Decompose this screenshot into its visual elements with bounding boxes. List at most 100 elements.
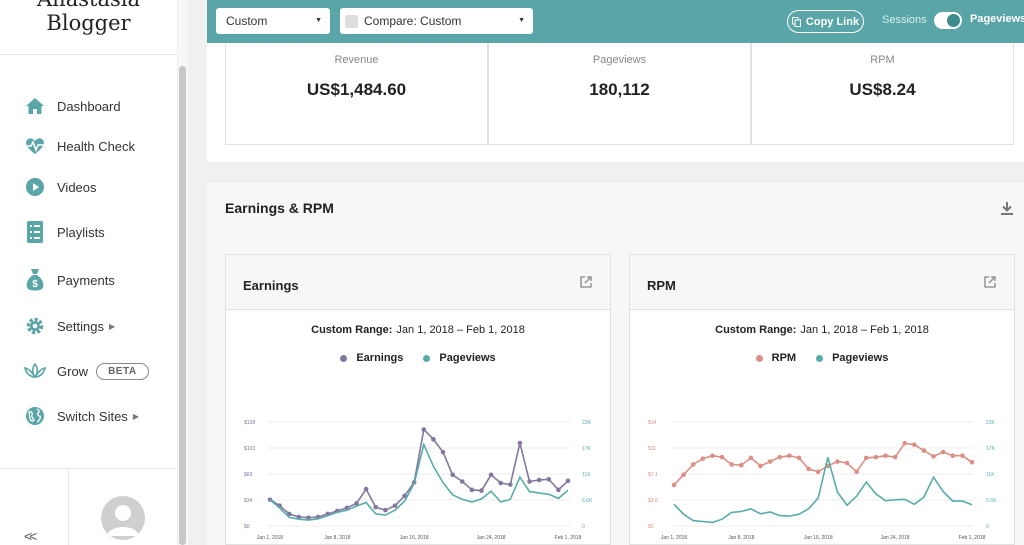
y-axis-right-tick: 0 <box>582 524 585 530</box>
y-axis-left-tick: $11 <box>648 446 656 452</box>
checklist-icon <box>24 221 46 243</box>
legend-label: Earnings <box>356 352 404 364</box>
date-range-caption: Custom Range: Jan 1, 2018 – Feb 1, 2018 <box>226 324 610 336</box>
y-axis-right-tick: 11K <box>582 472 591 478</box>
range-label: Custom Range: <box>715 324 797 336</box>
stat-rpm: RPM US$8.24 <box>751 43 1014 145</box>
data-point <box>363 486 369 492</box>
sidebar-footer-divider <box>68 468 69 545</box>
data-point <box>969 459 975 465</box>
copy-link-button[interactable]: Copy Link <box>787 10 864 33</box>
data-point <box>479 488 484 493</box>
stat-value: US$8.24 <box>849 80 916 99</box>
gear-icon <box>24 315 46 337</box>
sidebar-item-health-check[interactable]: Health Check <box>24 132 135 160</box>
stat-label: Revenue <box>334 54 379 66</box>
sidebar-item-settings[interactable]: Settings ▶ <box>24 312 115 340</box>
legend-item-rpm[interactable]: RPM <box>755 352 797 364</box>
sidebar-item-label: Dashboard <box>57 98 121 114</box>
data-point <box>508 482 513 487</box>
sidebar-item-videos[interactable]: Videos <box>24 173 97 201</box>
sidebar-scrollbar-thumb[interactable] <box>179 66 186 545</box>
data-point <box>527 479 532 484</box>
date-range-caption: Custom Range: Jan 1, 2018 – Feb 1, 2018 <box>630 324 1014 336</box>
data-point <box>286 511 292 517</box>
data-point <box>556 487 561 493</box>
sidebar-item-label: Health Check <box>57 138 136 154</box>
legend-item-earnings[interactable]: Earnings <box>340 352 403 364</box>
data-point <box>902 440 908 446</box>
legend-label: Pageviews <box>832 352 889 364</box>
y-axis-right-tick: 17K <box>986 446 996 452</box>
sidebar-item-label: Settings <box>57 318 104 334</box>
data-point <box>517 440 523 446</box>
y-axis-left-tick: $0 <box>244 524 250 530</box>
open-external-icon[interactable] <box>984 275 996 293</box>
data-point <box>306 515 311 521</box>
pageviews-label: Pageviews <box>970 13 1024 25</box>
legend-item-pageviews[interactable]: Pageviews <box>816 352 888 364</box>
legend-dot <box>755 354 763 362</box>
x-axis-tick: Jan 8, 2018 <box>728 535 754 541</box>
sidebar-item-dashboard[interactable]: Dashboard <box>24 92 121 120</box>
data-point <box>383 507 388 513</box>
toggle-knob <box>947 14 960 27</box>
x-axis-tick: Jan 1, 2018 <box>661 535 687 541</box>
sidebar-item-payments[interactable]: $ Payments <box>24 266 115 294</box>
money-bag-icon: $ <box>24 269 46 291</box>
range-value: Jan 1, 2018 – Feb 1, 2018 <box>800 324 929 336</box>
data-point <box>488 472 494 478</box>
chart-legend: RPM Pageviews <box>630 352 1014 364</box>
x-axis-tick: Feb 1, 2018 <box>555 535 582 541</box>
compare-value: Compare: Custom <box>364 14 462 28</box>
open-external-icon[interactable] <box>580 275 592 293</box>
stat-value: 180,112 <box>589 80 650 99</box>
sidebar-item-label: Playlists <box>57 224 105 240</box>
data-point <box>296 514 302 520</box>
x-axis-tick: Jan 24, 2018 <box>881 535 910 541</box>
data-point <box>787 453 792 458</box>
x-axis-tick: Jan 16, 2018 <box>804 535 833 541</box>
card-header: Earnings <box>226 255 610 310</box>
sidebar-item-playlists[interactable]: Playlists <box>24 218 105 246</box>
download-icon[interactable] <box>1000 201 1014 221</box>
data-point <box>767 459 773 464</box>
data-point <box>690 462 696 467</box>
sidebar-item-label: Payments <box>57 272 115 288</box>
y-axis-left-tick: $0 <box>648 524 654 530</box>
caret-right-icon: ▶ <box>108 321 116 331</box>
date-range-select[interactable]: Custom ▼ <box>216 8 330 34</box>
x-axis-tick: Jan 24, 2018 <box>477 535 506 541</box>
sidebar-item-switch-sites[interactable]: Switch Sites ▶ <box>24 402 139 430</box>
data-point <box>681 472 686 478</box>
data-point <box>671 482 677 488</box>
x-axis-tick: Jan 16, 2018 <box>400 535 429 541</box>
sidebar-footer <box>0 468 177 545</box>
legend-dot <box>340 354 348 362</box>
y-axis-left-tick: $69 <box>244 472 253 478</box>
legend-item-pageviews[interactable]: Pageviews <box>423 352 496 364</box>
sessions-pageviews-toggle[interactable] <box>934 12 962 29</box>
collapse-sidebar-button[interactable]: << <box>24 528 37 544</box>
range-value: Jan 1, 2018 – Feb 1, 2018 <box>396 324 525 336</box>
data-point <box>796 455 802 461</box>
legend-label: RPM <box>771 352 797 364</box>
site-title[interactable]: Anastasia Blogger <box>0 0 177 55</box>
copy-link-label: Copy Link <box>805 15 860 28</box>
compare-select[interactable]: Compare: Custom ▼ <box>340 8 533 34</box>
data-point <box>854 469 859 475</box>
data-point <box>421 427 427 432</box>
y-axis-left-tick: $7.1 <box>648 472 658 478</box>
avatar[interactable] <box>101 496 145 540</box>
filter-bar: Custom ▼ Compare: Custom ▼ Copy Link Ses… <box>207 0 1024 43</box>
y-axis-left-tick: $103 <box>244 446 255 452</box>
sidebar: Anastasia Blogger Dashboard Health Check… <box>0 0 188 545</box>
globe-icon <box>24 405 46 427</box>
data-point <box>892 454 898 460</box>
stat-label: RPM <box>870 54 895 66</box>
y-axis-left-tick: $3.6 <box>648 498 658 504</box>
sidebar-item-grow[interactable]: Grow BETA <box>24 357 149 385</box>
y-axis-left-tick: $34 <box>244 498 253 504</box>
y-axis-left-tick: $138 <box>244 420 255 426</box>
y-axis-right-tick: 0 <box>986 524 989 530</box>
